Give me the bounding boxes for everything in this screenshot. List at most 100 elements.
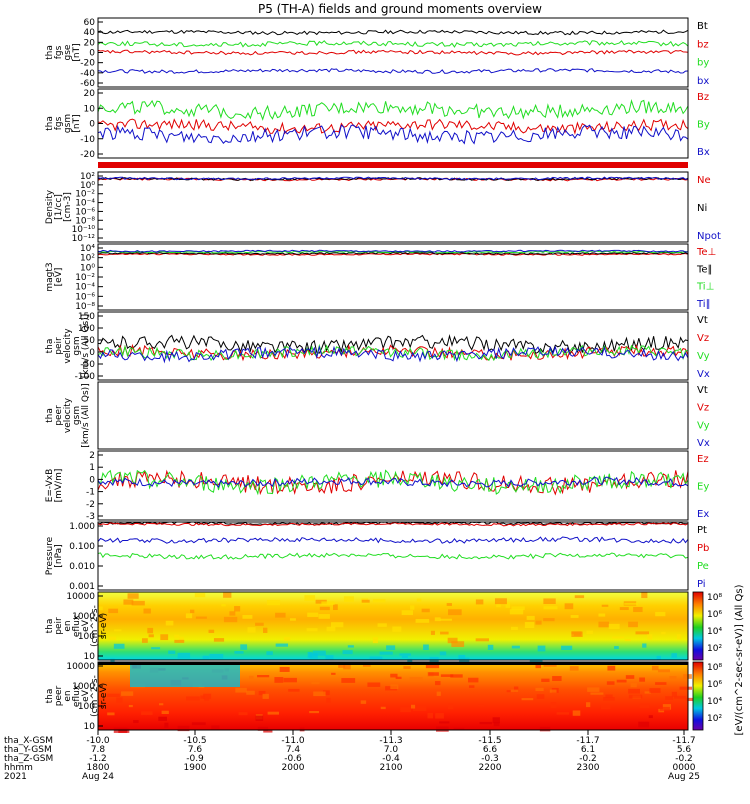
y-axis-label: (cm^2-s- <box>90 605 100 647</box>
series-line-Bz <box>97 118 689 135</box>
spectrogram-cell <box>202 655 210 659</box>
legend-Pi: Pi <box>697 579 706 590</box>
spectrogram-cell <box>141 711 153 715</box>
spectrogram-cell <box>510 689 519 693</box>
spectrogram-cell <box>411 704 416 709</box>
spectrogram-cell <box>651 665 659 671</box>
spectrogram-cell <box>238 712 248 716</box>
spectrogram-cell <box>638 721 650 728</box>
spectrogram-cell <box>535 663 541 669</box>
colorbar-tick-label: 10² <box>707 714 722 724</box>
y-tick-label: 150 <box>78 312 95 322</box>
spectrogram-cell <box>377 623 387 627</box>
x-axis-value: -10.5 <box>183 736 206 746</box>
spectrogram-cell <box>347 645 354 648</box>
spectrogram-cell <box>185 613 193 619</box>
legend-bx: bx <box>697 76 709 87</box>
spectrogram-cell <box>258 690 266 696</box>
x-axis-row-label: hhmm <box>4 763 33 773</box>
series-line-Pe <box>97 552 689 560</box>
legend-Bt: Bt <box>697 21 708 32</box>
spectrogram-cell <box>186 696 200 701</box>
spectrogram-cell <box>436 726 449 732</box>
x-axis-value: 0000 <box>673 763 696 773</box>
y-axis-label: gsm <box>72 336 82 355</box>
panel-density: 10²10⁰10⁻²10⁻⁴10⁻⁶10⁻⁸10⁻¹⁰10⁻¹²Density[… <box>45 171 721 244</box>
x-axis-value: -0.9 <box>186 754 204 764</box>
spectrogram-cell <box>311 681 320 685</box>
spectrogram-cell <box>263 729 273 733</box>
x-axis-value: 7.6 <box>188 745 203 755</box>
y-tick-label: 10² <box>80 254 95 264</box>
series-line-Npot <box>97 176 689 181</box>
spectrogram-cell <box>221 603 226 607</box>
y-tick-label: -10 <box>80 135 95 145</box>
x-axis-value: -0.2 <box>579 754 597 764</box>
spectrogram-cell <box>425 663 440 669</box>
y-tick-label: -50 <box>80 360 95 370</box>
spectrogram-cold-region <box>130 665 240 687</box>
spectrogram-cell <box>283 677 297 683</box>
y-tick-label: 10⁴ <box>80 244 95 254</box>
spectrogram-cell <box>537 645 546 652</box>
spectrogram-cell <box>407 658 413 664</box>
series-line-Vy <box>97 343 688 362</box>
spectrogram-cell <box>673 695 687 699</box>
y-tick-label: 10 <box>84 652 96 662</box>
x-axis-row-label: tha_X-GSM <box>4 736 53 746</box>
spectrogram-cell <box>655 611 666 617</box>
spectrogram-cell <box>409 677 423 682</box>
spectrogram-cell <box>307 612 319 617</box>
y-axis-label: gse <box>63 44 73 60</box>
spectrogram-cell <box>369 656 383 660</box>
spectrogram-cell <box>331 672 336 675</box>
y-axis-label: tha <box>45 689 55 704</box>
spectrogram-cell <box>521 698 534 701</box>
spectrogram-cell <box>331 622 344 628</box>
spectrogram-cell <box>587 687 600 692</box>
y-axis-label: peer <box>54 405 64 426</box>
spectrogram-cell <box>288 688 300 692</box>
legend-Ti⊥: Ti⊥ <box>696 282 714 293</box>
spectrogram-cell <box>116 697 123 703</box>
colorbar-tick-label: 10⁸ <box>707 593 722 603</box>
spectrogram-cell <box>342 650 353 655</box>
spectrogram-cell <box>247 627 256 633</box>
spectrogram-cell <box>319 606 330 611</box>
spectrogram-cell <box>451 641 465 647</box>
spectrogram-cell <box>511 645 520 649</box>
y-axis-label: peir <box>54 337 64 355</box>
spectrogram-cell <box>161 710 169 714</box>
y-axis-label: peer <box>54 685 64 706</box>
spectrogram-cell <box>194 593 206 598</box>
spectrogram-cell <box>223 592 232 598</box>
x-axis-value: -11.5 <box>478 736 501 746</box>
y-tick-label: 50 <box>84 336 96 346</box>
panel-pressure: 1.000 0.100 0.010 0.001 Pressure [nPa] Pt Pb Pe P… <box>45 521 709 592</box>
spectrogram-cell <box>401 610 413 616</box>
y-tick-label: 60 <box>84 18 96 28</box>
spectrogram-cell <box>213 638 225 642</box>
spectrogram-cell <box>421 608 430 613</box>
x-axis-value: -11.3 <box>379 736 402 746</box>
y-axis-label: [eV] <box>54 268 64 287</box>
legend-Pb: Pb <box>697 543 709 554</box>
spectrogram-cell <box>267 600 281 606</box>
legend-Pt: Pt <box>697 525 707 536</box>
spectrogram-cell <box>477 704 485 707</box>
spectrogram-cell <box>649 688 661 693</box>
y-tick-label: 1 <box>89 463 95 473</box>
spectrogram-cell <box>333 604 338 611</box>
y-tick-label: 10⁻⁶ <box>75 292 95 302</box>
series-line-bz <box>97 49 689 56</box>
spectrogram-cell <box>536 694 545 699</box>
y-axis-label: tha <box>45 116 55 131</box>
legend-Vx: Vx <box>697 369 710 380</box>
spectrogram-gap <box>98 662 688 665</box>
spectrogram-cell <box>492 717 500 724</box>
spectrogram-cell <box>633 606 643 613</box>
spectrogram-cell <box>598 621 610 628</box>
spectrogram-cell <box>642 643 647 648</box>
x-axis-value: 6.6 <box>483 745 498 755</box>
